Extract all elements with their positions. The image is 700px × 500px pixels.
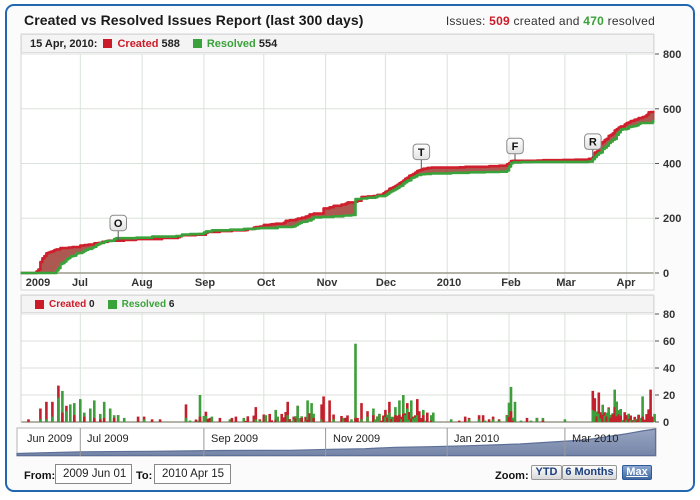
svg-text:O: O (114, 218, 123, 230)
svg-text:60: 60 (663, 336, 675, 348)
svg-text:Oct: Oct (257, 277, 276, 289)
svg-text:Mar: Mar (556, 277, 576, 289)
svg-text:R: R (589, 137, 597, 149)
svg-text:2010: 2010 (437, 277, 461, 289)
svg-text:0: 0 (663, 268, 669, 280)
svg-text:F: F (512, 141, 519, 153)
svg-text:Sep: Sep (195, 277, 215, 289)
svg-text:Aug: Aug (131, 277, 152, 289)
svg-text:800: 800 (663, 49, 681, 61)
svg-text:T: T (418, 147, 425, 159)
svg-text:Jan 2010: Jan 2010 (454, 433, 499, 445)
svg-text:Apr: Apr (617, 277, 637, 289)
svg-text:0: 0 (663, 417, 669, 429)
svg-text:20: 20 (663, 390, 675, 402)
svg-text:40: 40 (663, 363, 675, 375)
svg-text:2009: 2009 (26, 277, 50, 289)
svg-text:Feb: Feb (501, 277, 521, 289)
svg-text:Sep 2009: Sep 2009 (211, 433, 258, 445)
svg-text:Jul: Jul (72, 277, 88, 289)
svg-text:Dec: Dec (376, 277, 396, 289)
svg-text:Jun 2009: Jun 2009 (27, 433, 72, 445)
svg-text:80: 80 (663, 309, 675, 321)
svg-text:400: 400 (663, 159, 681, 171)
svg-text:Jul 2009: Jul 2009 (87, 433, 129, 445)
svg-text:Nov 2009: Nov 2009 (333, 433, 380, 445)
svg-text:Mar 2010: Mar 2010 (572, 433, 618, 445)
svg-text:600: 600 (663, 104, 681, 116)
svg-text:Nov: Nov (317, 277, 339, 289)
svg-text:200: 200 (663, 213, 681, 225)
